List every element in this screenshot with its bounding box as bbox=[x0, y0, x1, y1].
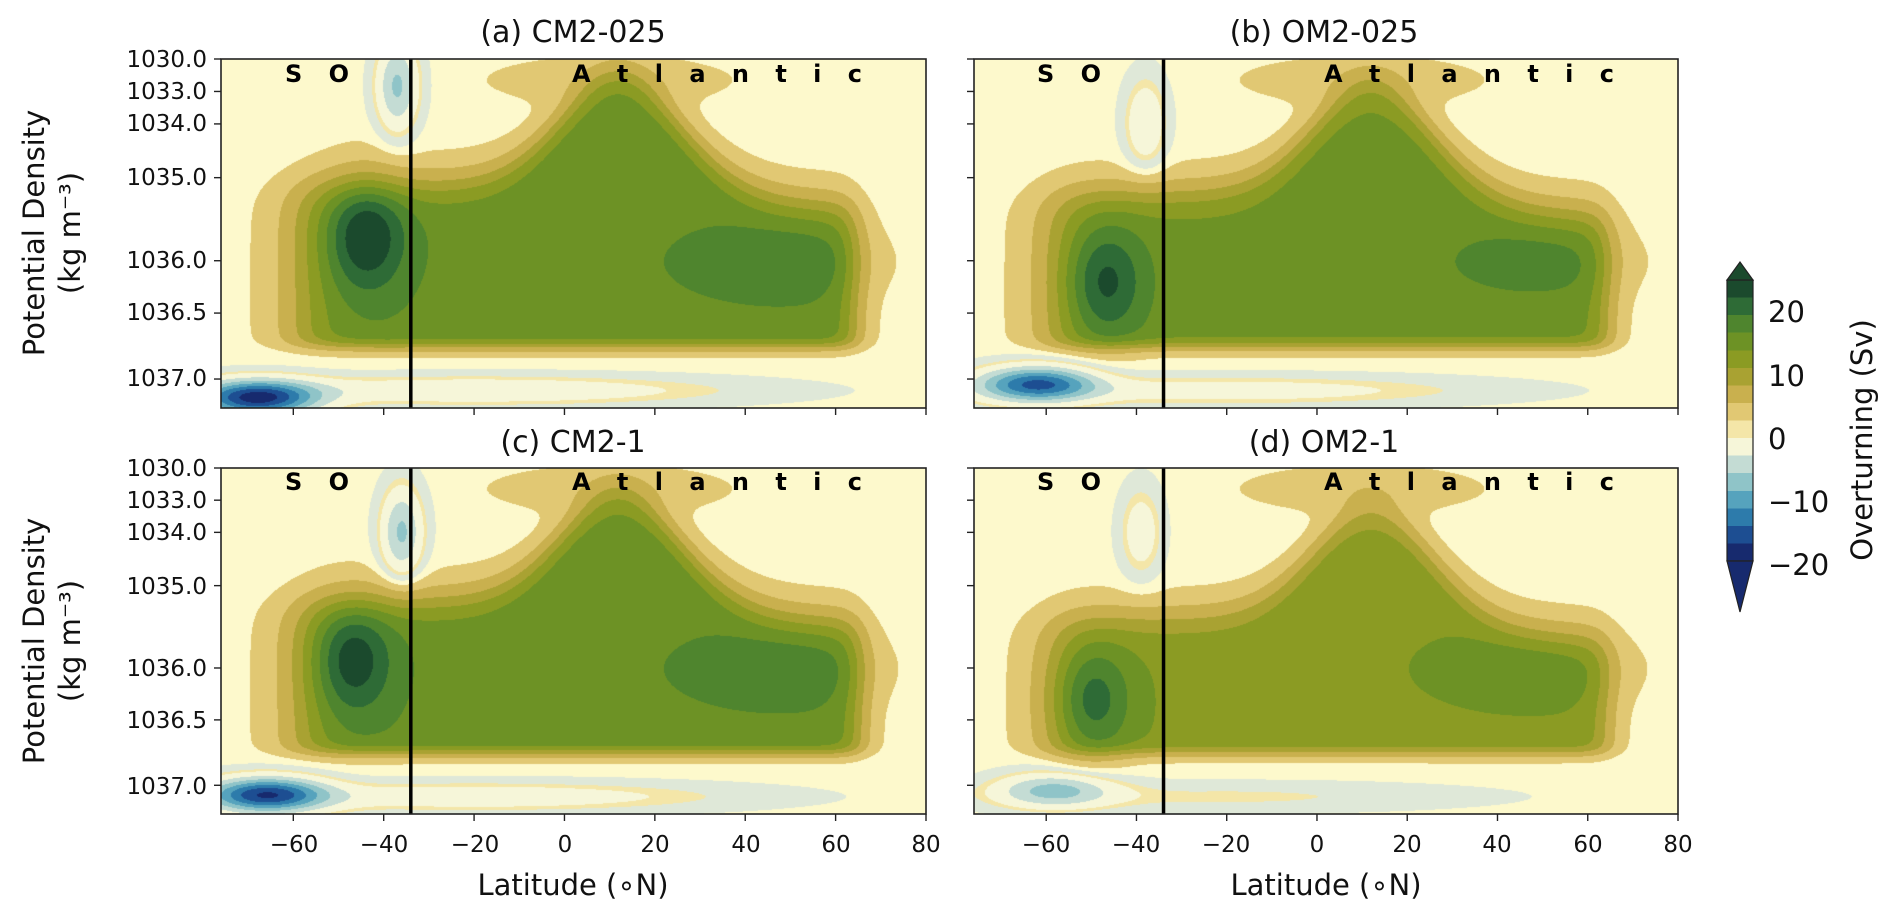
xtick-label-m40: −40 bbox=[1112, 832, 1161, 858]
panel-d-label-so: S O bbox=[1037, 468, 1110, 496]
colorbar-label: Overturning (Sv) bbox=[1845, 319, 1879, 561]
panel-a-field bbox=[221, 59, 926, 408]
panel-a-label-so: S O bbox=[285, 60, 358, 88]
xtick-label-m40: −40 bbox=[360, 832, 409, 858]
xlabel-c: Latitude (∘N) bbox=[477, 868, 668, 902]
panel-d-title: (d) OM2-1 bbox=[1249, 425, 1399, 460]
colorbar-tick-m10: −10 bbox=[1768, 485, 1829, 519]
panel-b-label-so: S O bbox=[1037, 60, 1110, 88]
panel-b-field bbox=[974, 59, 1678, 408]
xlabel-d: Latitude (∘N) bbox=[1230, 868, 1421, 902]
xtick-label-m20: −20 bbox=[1202, 832, 1251, 858]
colorbar-tick-10: 10 bbox=[1768, 359, 1805, 393]
xtick-label-0: 0 bbox=[558, 832, 573, 858]
panel-c-frame bbox=[220, 467, 927, 815]
ytick-label-1037: 1037.0 bbox=[127, 774, 207, 800]
colorbar-extend-max bbox=[1725, 260, 1755, 281]
panel-c-label-so: S O bbox=[285, 468, 358, 496]
colorbar-tick-0: 0 bbox=[1768, 422, 1786, 456]
xtick-label-40: 40 bbox=[1482, 832, 1511, 858]
panel-a: (a) CM2-025 S O A t l a n t i c 1030.0 1… bbox=[17, 15, 927, 409]
colorbar-ticks: 20 10 0 −10 −20 bbox=[1768, 295, 1829, 582]
xtick-label-40: 40 bbox=[731, 832, 760, 858]
panel-a-title: (a) CM2-025 bbox=[480, 15, 665, 50]
xtick-label-0: 0 bbox=[1310, 832, 1325, 858]
ytick-label-1034: 1034.0 bbox=[127, 520, 207, 546]
xtick-label-80: 80 bbox=[1663, 832, 1692, 858]
panel-b-label-atlantic: A t l a n t i c bbox=[1324, 60, 1623, 88]
panel-d-label-atlantic: A t l a n t i c bbox=[1324, 468, 1623, 496]
xtick-label-60: 60 bbox=[1573, 832, 1602, 858]
panel-d: (d) OM2-1 S O A t l a n t i c −60 −40 −2… bbox=[973, 425, 1693, 902]
panel-c-yticks: 1030.0 1033.0 1034.0 1035.0 1036.0 1036.… bbox=[127, 456, 207, 800]
ytick-label-1036: 1036.0 bbox=[127, 248, 207, 274]
panel-c-title: (c) CM2-1 bbox=[500, 425, 645, 460]
panel-b-frame bbox=[973, 58, 1679, 409]
ytick-label-1036: 1036.0 bbox=[127, 656, 207, 682]
panel-a-frame bbox=[220, 58, 927, 409]
axis-tick-marks bbox=[214, 58, 1679, 821]
ytick-label-1036-5: 1036.5 bbox=[127, 300, 207, 326]
ytick-label-1035: 1035.0 bbox=[127, 574, 207, 600]
ytick-label-1030: 1030.0 bbox=[127, 47, 207, 73]
panel-d-xticks: −60 −40 −20 0 20 40 60 80 bbox=[1022, 832, 1693, 858]
panel-a-yticks: 1030.0 1033.0 1034.0 1035.0 1036.0 1036.… bbox=[127, 47, 207, 392]
ylabel-a-line1: Potential Density bbox=[17, 110, 51, 357]
xtick-label-20: 20 bbox=[640, 832, 669, 858]
colorbar-bar bbox=[1726, 279, 1754, 562]
xtick-label-m60: −60 bbox=[1022, 832, 1071, 858]
colorbar: 20 10 0 −10 −20 Overturning (Sv) bbox=[1725, 260, 1879, 613]
xtick-label-20: 20 bbox=[1392, 832, 1421, 858]
panel-c-label-atlantic: A t l a n t i c bbox=[572, 468, 871, 496]
ylabel-a-line2: (kg m⁻³) bbox=[53, 172, 87, 294]
ytick-label-1037: 1037.0 bbox=[127, 366, 207, 392]
panel-b: (b) OM2-025 S O A t l a n t i c bbox=[973, 15, 1679, 409]
colorbar-tick-m20: −20 bbox=[1768, 548, 1829, 582]
panel-c-field bbox=[221, 468, 926, 814]
panel-d-field bbox=[974, 468, 1678, 814]
ytick-label-1035: 1035.0 bbox=[127, 165, 207, 191]
ytick-label-1030: 1030.0 bbox=[127, 456, 207, 482]
xtick-label-80: 80 bbox=[911, 832, 940, 858]
colorbar-extend-min bbox=[1726, 560, 1754, 613]
xtick-label-m20: −20 bbox=[451, 832, 500, 858]
ytick-label-1033: 1033.0 bbox=[127, 79, 207, 105]
ytick-label-1034: 1034.0 bbox=[127, 111, 207, 137]
panel-b-title: (b) OM2-025 bbox=[1230, 15, 1419, 50]
panel-a-label-atlantic: A t l a n t i c bbox=[572, 60, 871, 88]
panel-d-frame bbox=[973, 467, 1679, 815]
panel-c: (c) CM2-1 S O A t l a n t i c 1030.0 103… bbox=[17, 425, 941, 902]
ytick-label-1033: 1033.0 bbox=[127, 488, 207, 514]
xtick-label-m60: −60 bbox=[270, 832, 319, 858]
ytick-label-1036-5: 1036.5 bbox=[127, 708, 207, 734]
panel-c-xticks: −60 −40 −20 0 20 40 60 80 bbox=[270, 832, 941, 858]
xtick-label-60: 60 bbox=[821, 832, 850, 858]
colorbar-tick-20: 20 bbox=[1768, 295, 1805, 329]
ylabel-c-line1: Potential Density bbox=[17, 518, 51, 765]
ylabel-c-line2: (kg m⁻³) bbox=[53, 580, 87, 702]
